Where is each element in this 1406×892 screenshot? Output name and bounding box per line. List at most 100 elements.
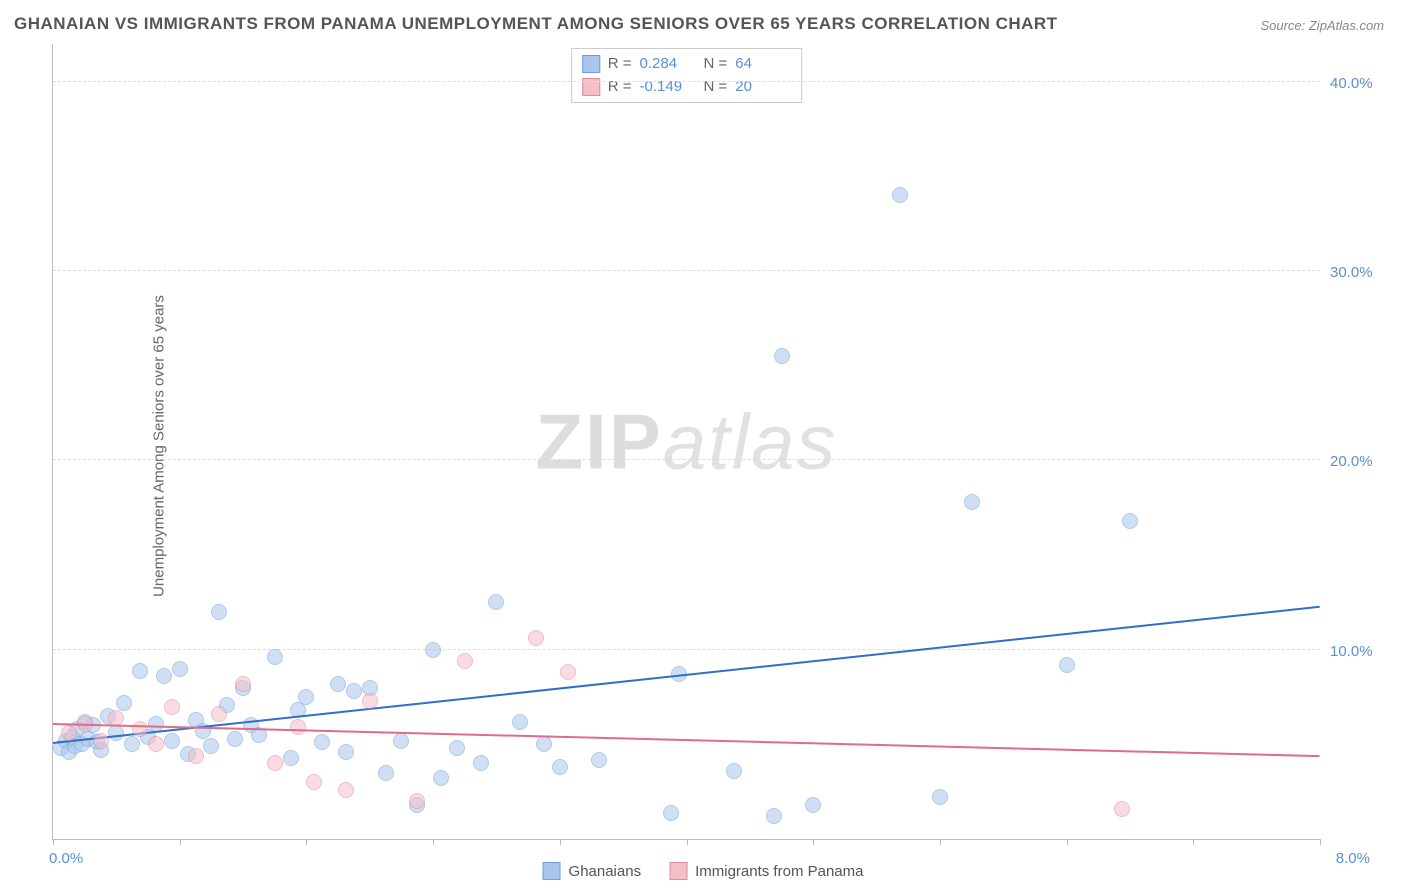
scatter-point (306, 774, 322, 790)
scatter-point (591, 752, 607, 768)
scatter-point (512, 714, 528, 730)
trend-line (53, 723, 1320, 757)
stat-label-n: N = (704, 76, 728, 99)
scatter-point (473, 755, 489, 771)
scatter-point (393, 733, 409, 749)
legend-item: Immigrants from Panama (669, 862, 863, 880)
x-axis-min-label: 0.0% (49, 850, 83, 867)
scatter-point (552, 759, 568, 775)
scatter-point (108, 725, 124, 741)
legend-swatch (543, 862, 561, 880)
scatter-point (314, 734, 330, 750)
legend-label: Immigrants from Panama (695, 863, 863, 880)
scatter-point (298, 689, 314, 705)
legend-swatch (669, 862, 687, 880)
stat-label-n: N = (704, 53, 728, 76)
scatter-point (433, 770, 449, 786)
stats-row: R = 0.284 N = 64 (582, 53, 792, 76)
scatter-point (346, 683, 362, 699)
scatter-point (132, 663, 148, 679)
legend-label: Ghanaians (569, 863, 642, 880)
scatter-point (172, 661, 188, 677)
scatter-point (726, 763, 742, 779)
x-tick (687, 839, 688, 845)
y-tick-label: 20.0% (1330, 453, 1390, 470)
scatter-point (766, 808, 782, 824)
x-tick (1320, 839, 1321, 845)
scatter-point (378, 765, 394, 781)
scatter-point (211, 706, 227, 722)
stats-row: R =-0.149N =20 (582, 76, 792, 99)
x-tick (53, 839, 54, 845)
scatter-point (1059, 657, 1075, 673)
y-tick-label: 10.0% (1330, 643, 1390, 660)
gridline (53, 81, 1320, 82)
stat-value-n: 64 (735, 53, 791, 76)
scatter-point (1114, 801, 1130, 817)
scatter-point (330, 676, 346, 692)
watermark: ZIPatlas (535, 396, 837, 487)
legend-item: Ghanaians (543, 862, 642, 880)
x-axis-max-label: 8.0% (1336, 850, 1370, 867)
legend: Ghanaians Immigrants from Panama (543, 862, 864, 880)
scatter-point (409, 793, 425, 809)
x-tick (433, 839, 434, 845)
scatter-point (560, 664, 576, 680)
scatter-point (235, 676, 251, 692)
gridline (53, 459, 1320, 460)
stat-value-r: -0.149 (640, 76, 696, 99)
y-tick-label: 40.0% (1330, 75, 1390, 92)
scatter-point (132, 721, 148, 737)
stat-label-r: R = (608, 53, 632, 76)
y-tick-label: 30.0% (1330, 264, 1390, 281)
gridline (53, 270, 1320, 271)
scatter-point (290, 719, 306, 735)
scatter-point (164, 699, 180, 715)
scatter-point (528, 630, 544, 646)
scatter-point (457, 653, 473, 669)
scatter-point (362, 693, 378, 709)
scatter-point (425, 642, 441, 658)
x-tick (813, 839, 814, 845)
legend-swatch (582, 55, 600, 73)
scatter-point (148, 716, 164, 732)
scatter-point (148, 736, 164, 752)
scatter-point (488, 594, 504, 610)
scatter-point (449, 740, 465, 756)
scatter-point (536, 736, 552, 752)
scatter-point (964, 494, 980, 510)
correlation-stats-box: R = 0.284 N = 64R = -0.149 N = 20 (571, 48, 803, 103)
scatter-point (1122, 513, 1138, 529)
scatter-point (227, 731, 243, 747)
x-tick (1067, 839, 1068, 845)
scatter-point (93, 733, 109, 749)
scatter-point (805, 797, 821, 813)
scatter-point (892, 187, 908, 203)
scatter-point (164, 733, 180, 749)
scatter-point (203, 738, 219, 754)
x-tick (560, 839, 561, 845)
scatter-point (124, 736, 140, 752)
scatter-point (156, 668, 172, 684)
x-tick (940, 839, 941, 845)
scatter-point (188, 748, 204, 764)
gridline (53, 649, 1320, 650)
scatter-point (283, 750, 299, 766)
scatter-point (61, 725, 77, 741)
watermark-text-b: atlas (663, 397, 838, 485)
stat-value-n: 20 (735, 76, 791, 99)
scatter-point (267, 649, 283, 665)
watermark-text-a: ZIP (535, 397, 662, 485)
source-attribution: Source: ZipAtlas.com (1260, 18, 1384, 33)
scatter-point (108, 710, 124, 726)
stat-value-r: 0.284 (640, 53, 696, 76)
x-tick (1193, 839, 1194, 845)
x-tick (306, 839, 307, 845)
scatter-point (932, 789, 948, 805)
scatter-point (338, 782, 354, 798)
scatter-point (267, 755, 283, 771)
scatter-point (663, 805, 679, 821)
x-tick (180, 839, 181, 845)
scatter-plot-area: ZIPatlas R =0.284N =64R =-0.149N =20 0.0… (52, 44, 1320, 840)
scatter-point (116, 695, 132, 711)
